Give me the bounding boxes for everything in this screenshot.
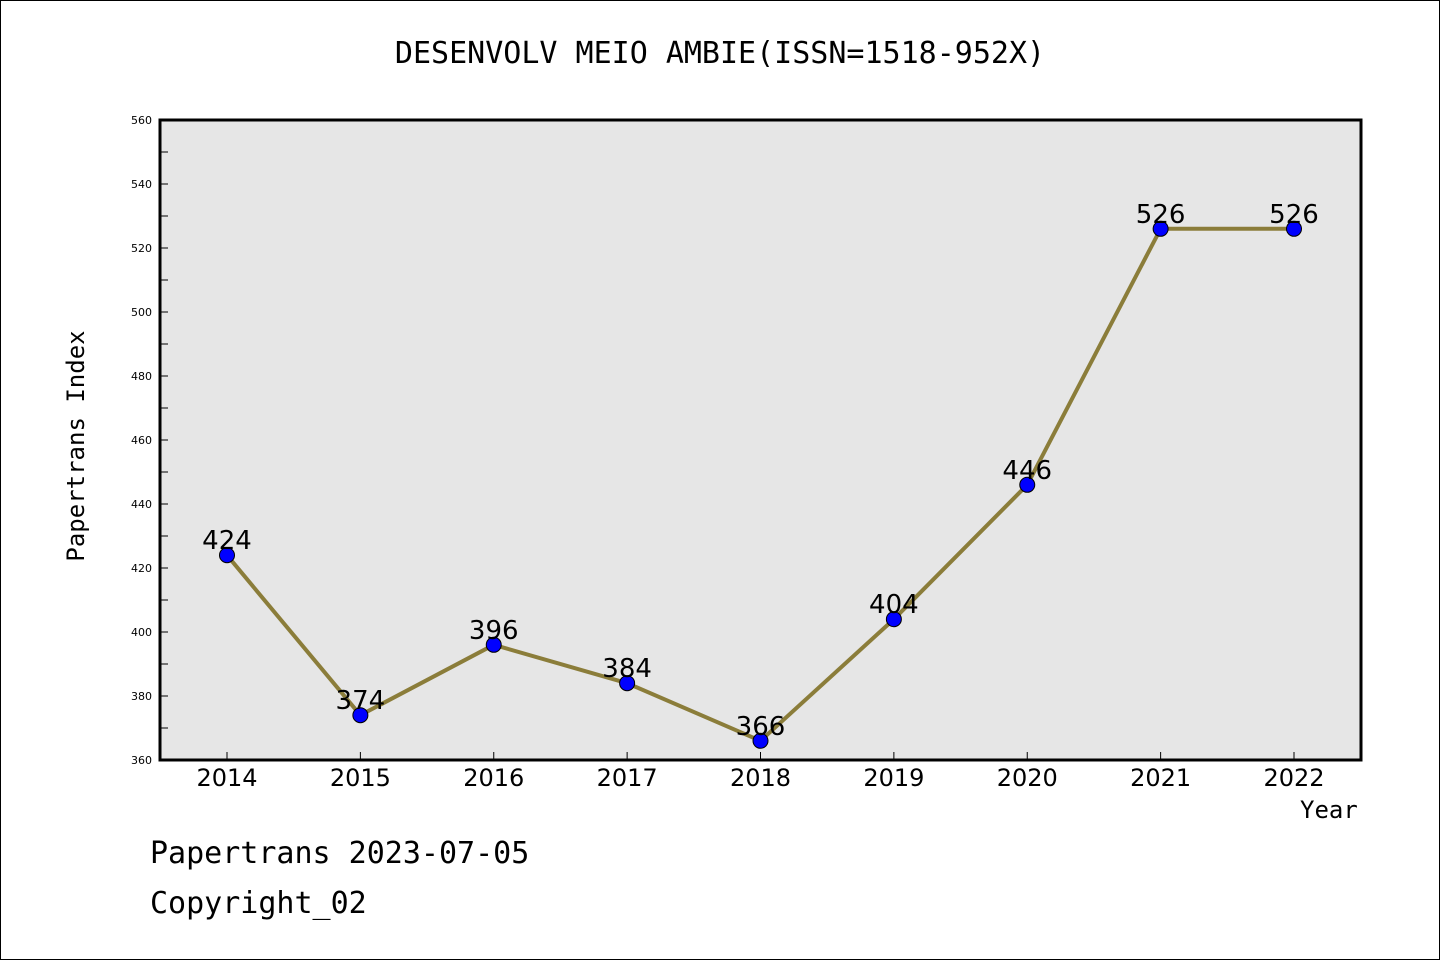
- chart-title: DESENVOLV MEIO AMBIE(ISSN=1518-952X): [394, 36, 1046, 71]
- data-labels-group: 424 374 396 384 366 404 446 526 526: [202, 200, 1319, 742]
- data-point: [752, 732, 769, 749]
- x-tick-label: 2018: [730, 764, 791, 792]
- x-tick-label: 2020: [997, 764, 1058, 792]
- data-label: 424: [202, 526, 252, 556]
- data-label: 526: [1269, 200, 1319, 230]
- data-point: [352, 707, 369, 724]
- data-point: [1286, 220, 1302, 237]
- y-tick-label: 520: [131, 242, 152, 255]
- y-tick-label: 360: [131, 754, 152, 767]
- y-tick-label: 560: [131, 114, 152, 127]
- y-axis: 360 380 400 420 440 460 480 500 520 540 560: [131, 114, 168, 767]
- x-tick-label: 2022: [1263, 764, 1324, 792]
- y-tick-label: 500: [131, 306, 152, 319]
- y-tick-label: 540: [131, 178, 152, 191]
- data-point: [885, 611, 902, 628]
- data-point: [1019, 476, 1036, 493]
- y-tick-label: 420: [131, 562, 152, 575]
- data-point: [619, 675, 636, 692]
- data-label: 374: [336, 686, 386, 716]
- x-tick-label: 2016: [463, 764, 524, 792]
- y-tick-label: 400: [131, 626, 152, 639]
- data-label: 366: [736, 712, 786, 742]
- x-axis: 2014 2015 2016 2017 2018 2019 2020 2021 2022: [196, 752, 1325, 792]
- x-tick-label: 2019: [863, 764, 924, 792]
- markers-group: [219, 220, 1302, 749]
- y-tick-label: 460: [131, 434, 152, 447]
- footer-copyright: Copyright_02: [150, 886, 367, 921]
- data-point: [1152, 220, 1169, 237]
- data-point: [219, 547, 235, 564]
- x-axis-label: Year: [1300, 796, 1358, 824]
- data-label: 526: [1136, 200, 1186, 230]
- footer-date: Papertrans 2023-07-05: [150, 836, 530, 871]
- x-tick-label: 2017: [597, 764, 658, 792]
- y-tick-label: 480: [131, 370, 152, 383]
- x-tick-label: 2014: [196, 764, 257, 792]
- x-tick-label: 2021: [1130, 764, 1191, 792]
- data-label: 404: [869, 590, 919, 620]
- data-label: 384: [602, 654, 652, 684]
- data-label: 396: [469, 616, 519, 646]
- data-label: 446: [1002, 456, 1052, 486]
- x-tick-label: 2015: [330, 764, 391, 792]
- y-tick-label: 380: [131, 690, 152, 703]
- y-tick-label: 440: [131, 498, 152, 511]
- data-point: [485, 636, 502, 653]
